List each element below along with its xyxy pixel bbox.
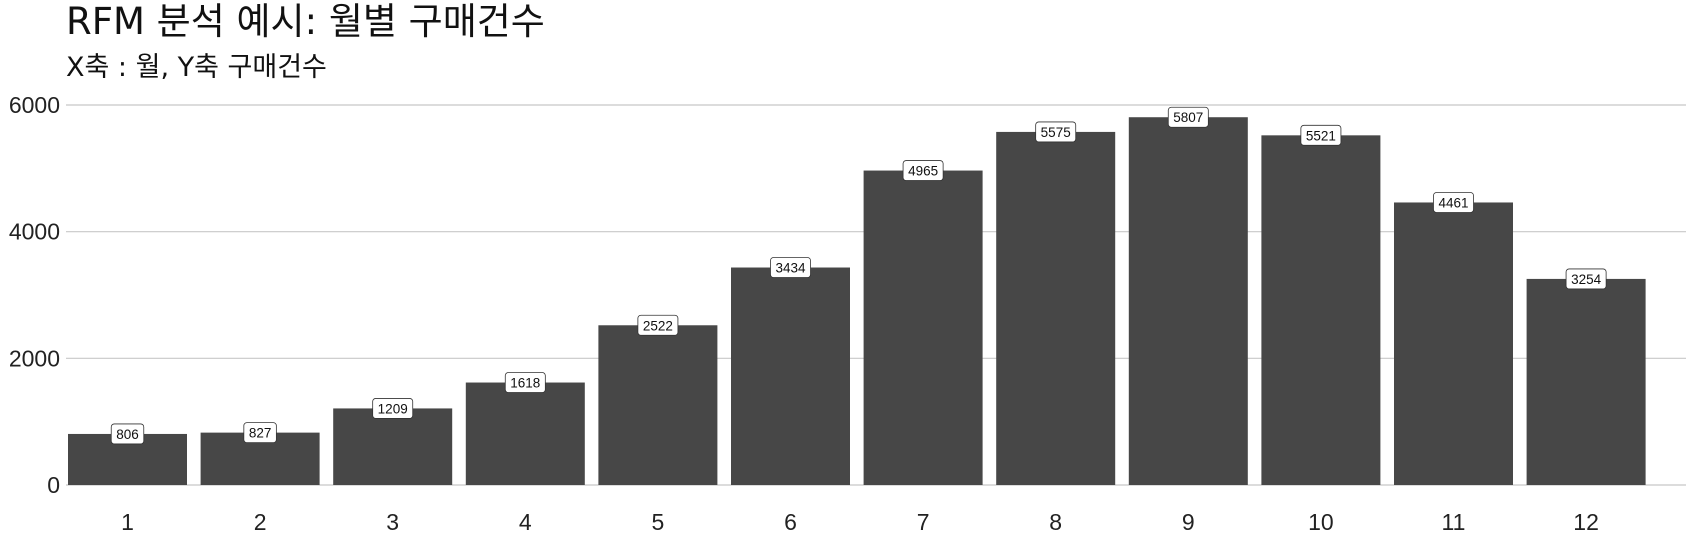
y-tick-label: 2000 <box>9 345 60 371</box>
bar <box>1394 202 1513 485</box>
bar <box>333 408 453 485</box>
data-label: 3254 <box>1565 268 1607 290</box>
data-label-text: 1209 <box>378 401 408 416</box>
x-tick-label: 6 <box>784 509 797 535</box>
data-label-text: 2522 <box>643 318 673 333</box>
data-label-text: 3254 <box>1571 272 1602 287</box>
data-label-box <box>110 423 145 445</box>
x-tick-label: 9 <box>1182 509 1195 535</box>
data-label-box <box>372 398 414 419</box>
data-label: 5575 <box>1035 121 1077 143</box>
x-tick-label: 1 <box>121 509 134 535</box>
x-tick-label: 5 <box>652 509 665 535</box>
bar <box>1128 117 1248 486</box>
data-label-text: 827 <box>249 426 272 441</box>
x-tick-label: 2 <box>254 509 267 535</box>
data-label-text: 4461 <box>1438 195 1468 210</box>
y-tick-label: 0 <box>47 472 60 498</box>
bar <box>598 325 718 485</box>
x-tick-label: 8 <box>1049 509 1062 535</box>
data-label-box <box>1565 268 1607 290</box>
y-axis: 0 2000 4000 6000 <box>9 92 60 498</box>
data-label-box <box>1433 192 1474 213</box>
x-tick-label: 11 <box>1442 509 1466 535</box>
data-label: 1209 <box>372 398 414 419</box>
x-tick-label: 10 <box>1308 509 1334 535</box>
data-label-box <box>1035 121 1077 143</box>
data-label: 1618 <box>504 372 546 393</box>
data-label: 5807 <box>1167 106 1209 128</box>
x-tick-label: 7 <box>917 509 930 535</box>
x-tick-label: 4 <box>519 509 532 535</box>
data-label: 827 <box>243 422 277 444</box>
bar <box>996 131 1116 485</box>
data-label-text: 5575 <box>1041 125 1071 140</box>
y-tick-label: 4000 <box>9 219 60 245</box>
data-label-text: 3434 <box>775 261 806 276</box>
bar <box>465 382 585 485</box>
chart-subtitle: X축 : 월, Y축 구매건수 <box>66 52 327 83</box>
data-label-text: 806 <box>116 427 139 442</box>
bar <box>863 170 983 486</box>
chart-title: RFM 분석 예시: 월별 구매건수 <box>66 0 545 43</box>
data-label-text: 1618 <box>510 376 540 391</box>
data-label-text: 5807 <box>1173 110 1203 125</box>
data-label-box <box>504 372 546 393</box>
bars <box>68 117 1646 486</box>
bar <box>1261 135 1381 485</box>
data-label-box <box>637 314 679 336</box>
data-label: 3434 <box>770 257 811 278</box>
x-tick-label: 3 <box>386 509 399 535</box>
data-label-box <box>243 422 277 444</box>
data-label: 806 <box>110 423 145 445</box>
data-labels: 806 827 1209 1618 2522 3434 4965 5575 5807 5521 44… <box>110 106 1607 445</box>
data-label-box <box>1300 124 1342 146</box>
x-tick-label: 12 <box>1573 509 1599 535</box>
y-tick-label: 6000 <box>9 92 60 118</box>
data-label-box <box>1167 106 1209 128</box>
bar <box>1526 278 1646 485</box>
data-label-box <box>902 160 944 181</box>
data-label: 2522 <box>637 314 679 336</box>
data-label-text: 4965 <box>908 164 938 179</box>
data-label: 4965 <box>902 160 944 181</box>
data-label: 5521 <box>1300 124 1342 146</box>
data-label-box <box>770 257 811 278</box>
x-axis: 1 2 3 4 5 6 7 8 9 10 11 12 <box>121 509 1599 535</box>
data-label-text: 5521 <box>1306 128 1336 143</box>
bar <box>731 267 850 485</box>
data-label: 4461 <box>1433 192 1474 213</box>
